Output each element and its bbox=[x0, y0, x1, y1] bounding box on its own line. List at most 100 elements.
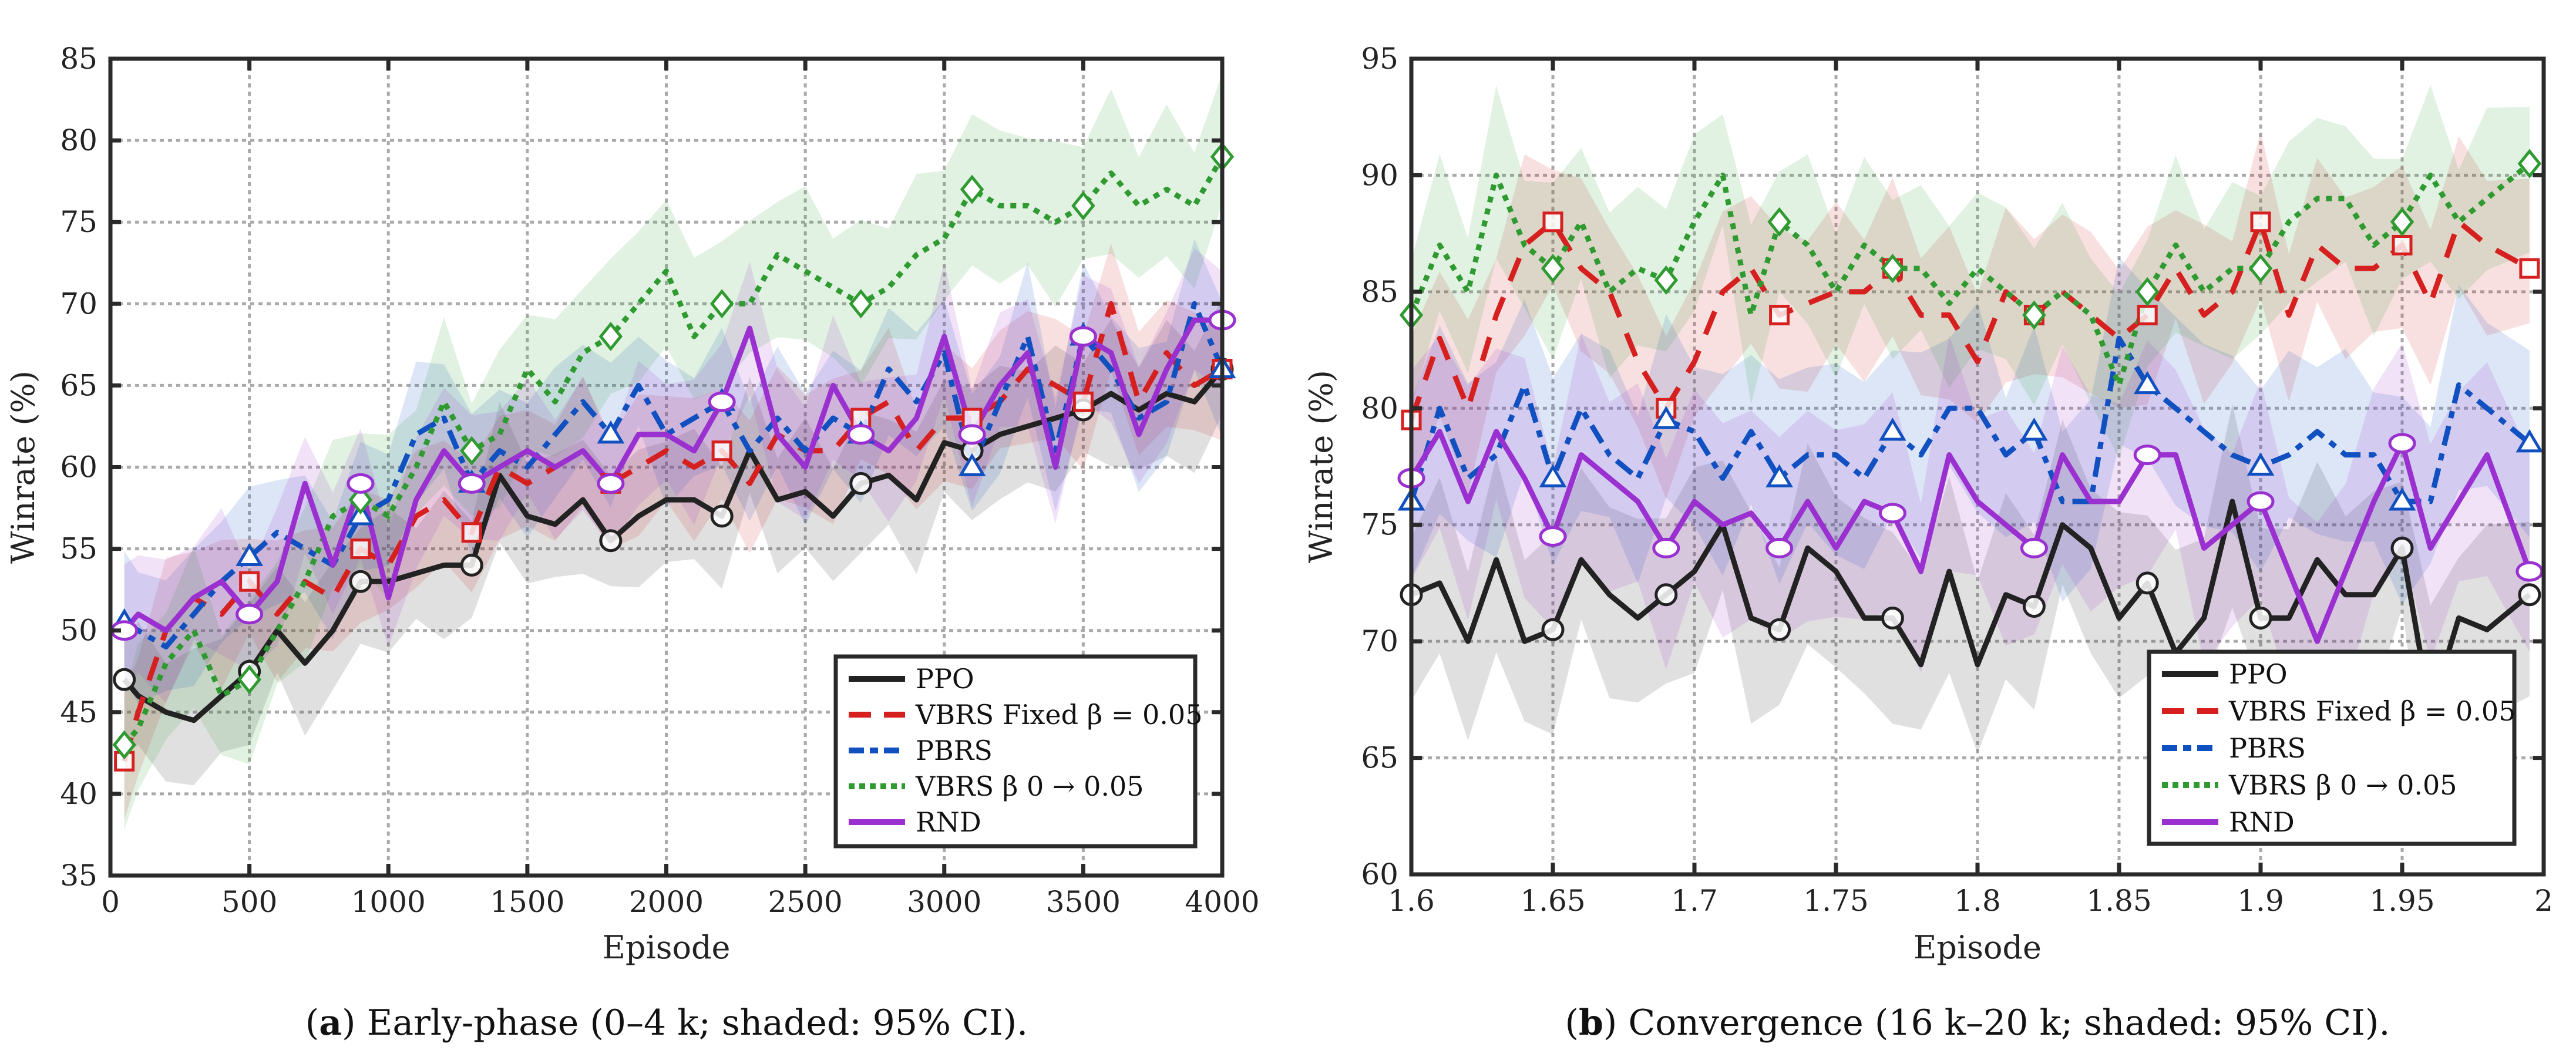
legend-label: PPO bbox=[916, 663, 974, 695]
data-point-vbrs_anneal bbox=[1071, 191, 1095, 221]
x-tick-label: 1.7 bbox=[1671, 884, 1718, 918]
data-point-vbrs_anneal bbox=[1654, 265, 1679, 295]
y-tick-label: 80 bbox=[1361, 391, 1398, 425]
data-point-rnd bbox=[847, 424, 875, 445]
data-point-ppo bbox=[2390, 536, 2414, 560]
data-point-vbrs_anneal bbox=[1541, 254, 1565, 284]
x-tick-label: 2500 bbox=[768, 885, 843, 919]
data-point-rnd bbox=[958, 424, 986, 445]
data-point-rnd bbox=[2133, 445, 2161, 466]
data-point-vbrs_fixed bbox=[711, 440, 732, 462]
legend-item-ppo: PPO bbox=[849, 663, 974, 695]
legend-item-vbrs_anneal: VBRS β 0 → 0.05 bbox=[2162, 769, 2457, 801]
x-axis-label: Episode bbox=[1913, 929, 2042, 966]
data-point-ppo bbox=[113, 668, 136, 691]
data-point-ppo bbox=[2136, 571, 2159, 595]
legend-label: VBRS β 0 → 0.05 bbox=[915, 770, 1144, 802]
y-tick-label: 70 bbox=[1361, 624, 1398, 658]
ci-band-vbrs_fixed bbox=[1411, 131, 2530, 499]
series-line-vbrs_fixed bbox=[1408, 219, 2531, 421]
x-tick-label: 2000 bbox=[629, 885, 704, 919]
data-point-vbrs_anneal bbox=[849, 289, 873, 319]
legend-item-ppo: PPO bbox=[2162, 658, 2288, 690]
data-point-vbrs_anneal bbox=[2248, 254, 2273, 284]
data-point-vbrs_fixed bbox=[350, 538, 371, 560]
caption-label: a bbox=[319, 1002, 342, 1043]
y-tick-label: 85 bbox=[1361, 275, 1398, 309]
ci-band-pbrs bbox=[1411, 257, 2530, 604]
legend-item-pbrs: PBRS bbox=[849, 735, 993, 766]
data-point-rnd bbox=[708, 391, 736, 412]
data-point-rnd bbox=[1765, 537, 1794, 558]
series-line-rnd bbox=[1409, 429, 2533, 644]
x-tick-label: 1.65 bbox=[1520, 884, 1585, 918]
x-tick-label: 4000 bbox=[1185, 885, 1259, 919]
data-point-vbrs_anneal bbox=[237, 665, 261, 695]
legend-item-pbrs: PBRS bbox=[2162, 732, 2306, 764]
caption: (a) Early-phase (0–4 k; shaded: 95% CI). bbox=[305, 1002, 1028, 1043]
data-point-rnd bbox=[1069, 326, 1097, 347]
y-axis-label: Winrate (%) bbox=[5, 371, 42, 564]
ci-band-vbrs_anneal bbox=[1411, 85, 2530, 459]
x-tick-label: 1.95 bbox=[2369, 884, 2434, 918]
legend-label: PPO bbox=[2229, 658, 2288, 690]
ci-band-vbrs_fixed bbox=[124, 243, 1223, 820]
series-line-rnd bbox=[122, 317, 1222, 634]
y-tick-label: 65 bbox=[60, 368, 97, 402]
data-point-vbrs_fixed bbox=[2137, 305, 2158, 326]
data-point-pbrs bbox=[958, 453, 986, 476]
series-line-vbrs_anneal bbox=[122, 155, 1225, 747]
data-point-pbrs bbox=[597, 420, 625, 444]
y-tick-label: 35 bbox=[60, 859, 97, 893]
data-point-ppo bbox=[1654, 583, 1678, 607]
x-tick-label: 2 bbox=[2534, 884, 2553, 918]
legend: PPO VBRS Fixed β = 0.05 PBRS VBRS β 0 → 0.0… bbox=[2147, 649, 2517, 846]
data-point-rnd bbox=[2388, 433, 2416, 454]
series-line-pbrs bbox=[123, 301, 1225, 650]
data-point-vbrs_fixed bbox=[239, 571, 260, 592]
data-point-vbrs_fixed bbox=[2519, 258, 2540, 279]
y-tick-label: 75 bbox=[1361, 508, 1398, 542]
data-point-rnd bbox=[597, 473, 625, 494]
data-point-rnd bbox=[1652, 537, 1680, 558]
data-point-rnd bbox=[1539, 526, 1567, 547]
x-tick-label: 0 bbox=[101, 885, 120, 919]
data-point-vbrs_fixed bbox=[1769, 305, 1790, 326]
series-line-vbrs_anneal bbox=[1408, 161, 2531, 388]
data-point-vbrs_anneal bbox=[709, 289, 734, 319]
legend-item-vbrs_fixed: VBRS Fixed β = 0.05 bbox=[2162, 695, 2516, 727]
data-point-rnd bbox=[1878, 503, 1906, 524]
data-point-rnd bbox=[347, 473, 375, 494]
data-point-pbrs bbox=[2247, 452, 2275, 476]
legend-label: RND bbox=[2229, 806, 2295, 838]
data-point-pbrs bbox=[1652, 406, 1680, 429]
legend-label: PBRS bbox=[916, 735, 993, 766]
y-tick-label: 55 bbox=[60, 532, 97, 566]
caption-text: Convergence (16 k–20 k; shaded: 95% CI). bbox=[1617, 1002, 2390, 1043]
legend-item-vbrs_fixed: VBRS Fixed β = 0.05 bbox=[849, 699, 1202, 731]
legend-item-rnd: RND bbox=[2162, 806, 2295, 838]
x-tick-label: 1.9 bbox=[2237, 884, 2284, 918]
data-point-rnd bbox=[2516, 561, 2544, 582]
data-point-ppo bbox=[1768, 618, 1791, 641]
data-point-vbrs_anneal bbox=[1881, 254, 1905, 284]
data-point-vbrs_anneal bbox=[960, 174, 984, 204]
data-point-pbrs bbox=[2133, 371, 2161, 395]
x-tick-label: 1000 bbox=[351, 885, 426, 919]
data-point-ppo bbox=[2249, 606, 2272, 630]
legend-label: VBRS Fixed β = 0.05 bbox=[2228, 695, 2516, 727]
caption-paren-open: ( bbox=[1565, 1002, 1579, 1043]
caption-label: b bbox=[1579, 1002, 1603, 1043]
data-point-ppo bbox=[1881, 606, 1904, 630]
caption-paren-open: ( bbox=[305, 1002, 319, 1043]
x-tick-label: 1.85 bbox=[2086, 884, 2151, 918]
data-point-vbrs_anneal bbox=[1767, 207, 1791, 237]
data-point-vbrs_fixed bbox=[1072, 391, 1094, 412]
y-tick-label: 70 bbox=[60, 287, 97, 321]
legend: PPO VBRS Fixed β = 0.05 PBRS VBRS β 0 → 0.0… bbox=[833, 654, 1202, 849]
y-tick-label: 65 bbox=[1361, 741, 1398, 775]
legend-item-vbrs_anneal: VBRS β 0 → 0.05 bbox=[849, 770, 1144, 802]
caption-paren-close: ) bbox=[342, 1002, 355, 1043]
x-tick-label: 1.8 bbox=[1954, 884, 2001, 918]
data-point-rnd bbox=[2247, 491, 2275, 512]
